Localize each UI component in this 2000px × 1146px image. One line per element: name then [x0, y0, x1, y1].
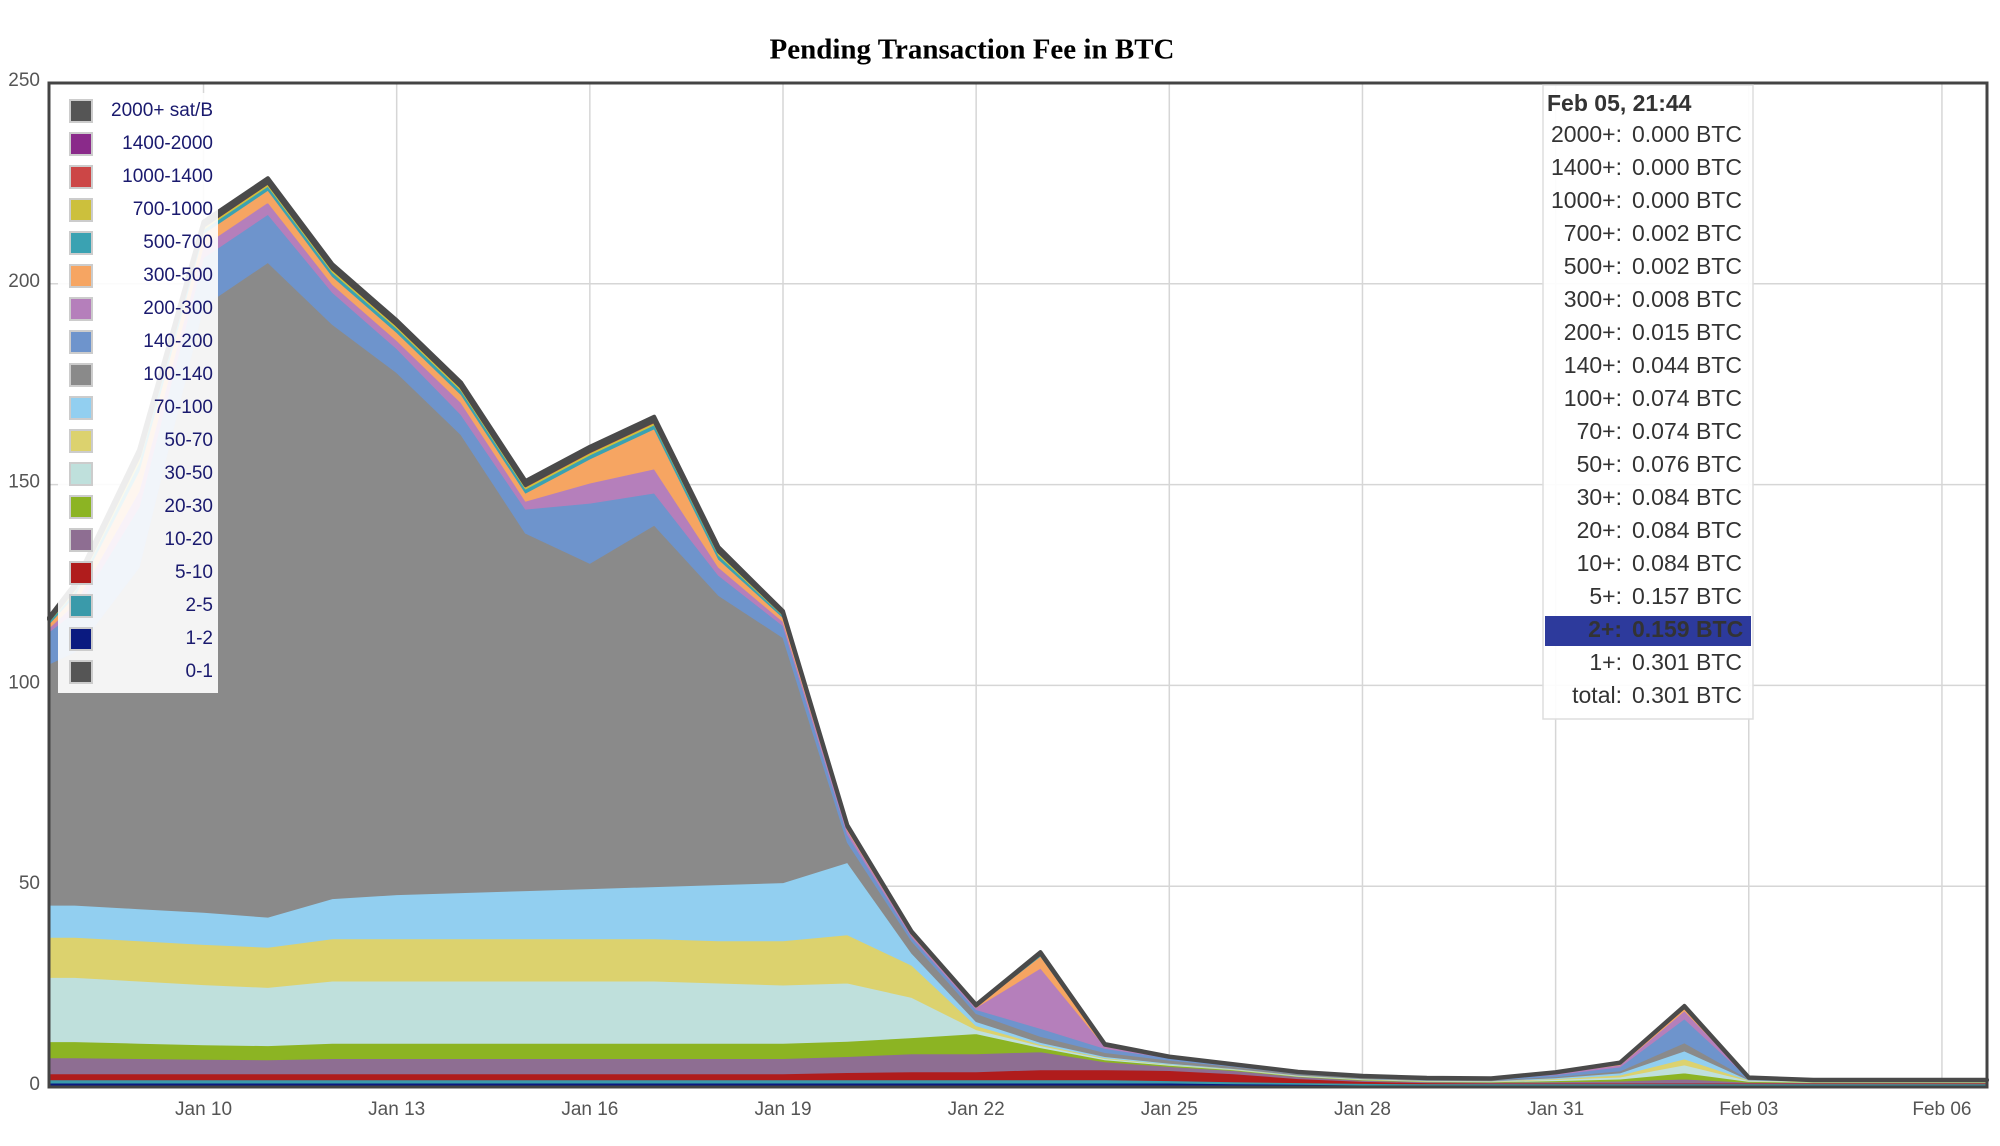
tooltip-label: 2+:	[1588, 616, 1622, 642]
legend-label: 0-1	[186, 661, 213, 682]
legend-swatch	[69, 363, 93, 387]
tooltip-value: 0.008 BTC	[1632, 286, 1742, 312]
tooltip-highlight	[1545, 616, 1751, 646]
y-tick-label: 250	[8, 70, 40, 91]
legend-swatch	[69, 99, 93, 123]
legend-swatch	[69, 495, 93, 519]
tooltip-value: 0.301 BTC	[1632, 682, 1742, 708]
tooltip-label: 10+:	[1577, 550, 1622, 576]
tooltip-value: 0.002 BTC	[1632, 253, 1742, 279]
legend-label: 1400-2000	[122, 133, 213, 154]
tooltip-label: 1+:	[1589, 649, 1622, 675]
legend-swatch	[69, 165, 93, 189]
legend-swatch	[69, 627, 93, 651]
tooltip-value: 0.159 BTC	[1632, 616, 1743, 642]
tooltip-label: 1400+:	[1551, 154, 1622, 180]
legend-label: 20-30	[164, 496, 213, 517]
legend-swatch	[69, 396, 93, 420]
legend-label: 1-2	[186, 628, 213, 649]
legend-label: 200-300	[143, 298, 213, 319]
tooltip-label: 140+:	[1564, 352, 1622, 378]
tooltip-label: 200+:	[1564, 319, 1622, 345]
x-tick-label: Jan 22	[948, 1099, 1005, 1120]
tooltip-value: 0.002 BTC	[1632, 220, 1742, 246]
legend-label: 50-70	[164, 430, 213, 451]
legend-box	[58, 93, 218, 693]
legend-label: 500-700	[143, 232, 213, 253]
tooltip-value: 0.074 BTC	[1632, 385, 1742, 411]
legend-label: 10-20	[164, 529, 213, 550]
areas	[47, 176, 1989, 1088]
tooltip-label: 500+:	[1564, 253, 1622, 279]
tooltip: Feb 05, 21:44 2000+: 0.000 BTC 1400+: 0.000 …	[1542, 84, 1754, 720]
legend-label: 140-200	[143, 331, 213, 352]
tooltip-label: 30+:	[1577, 484, 1622, 510]
legend-swatch	[69, 528, 93, 552]
x-tick-label: Jan 13	[368, 1099, 425, 1120]
legend-label: 100-140	[143, 364, 213, 385]
tooltip-label: 70+:	[1577, 418, 1622, 444]
legend-label: 70-100	[154, 397, 213, 418]
tooltip-value: 0.000 BTC	[1632, 121, 1742, 147]
x-tick-label: Jan 31	[1527, 1099, 1584, 1120]
legend-swatch	[69, 231, 93, 255]
legend-swatch	[69, 198, 93, 222]
y-tick-label: 100	[8, 672, 40, 693]
plot-frame	[47, 81, 1989, 1089]
legend-label: 5-10	[175, 562, 213, 583]
tooltip-value: 0.157 BTC	[1632, 583, 1742, 609]
tooltip-value: 0.000 BTC	[1632, 154, 1742, 180]
tooltip-value: 0.015 BTC	[1632, 319, 1742, 345]
tooltip-title: Feb 05, 21:44	[1547, 90, 1692, 116]
tooltip-label: 300+:	[1564, 286, 1622, 312]
legend-swatch	[69, 594, 93, 618]
tooltip-value: 0.044 BTC	[1632, 352, 1742, 378]
legend-swatch	[69, 660, 93, 684]
tooltip-value: 0.301 BTC	[1632, 649, 1742, 675]
x-tick-label: Jan 28	[1334, 1099, 1391, 1120]
legend: 2000+ sat/B 1400-2000 1000-1400 700-1000 500…	[58, 93, 218, 693]
tooltip-value: 0.084 BTC	[1632, 517, 1742, 543]
tooltip-label: 2000+:	[1551, 121, 1622, 147]
x-tick-label: Jan 10	[175, 1099, 232, 1120]
legend-label: 300-500	[143, 265, 213, 286]
chart-title: Pending Transaction Fee in BTC	[770, 34, 1175, 66]
x-tick-label: Jan 16	[561, 1099, 618, 1120]
x-tick-label: Feb 03	[1719, 1099, 1778, 1120]
tooltip-value: 0.074 BTC	[1632, 418, 1742, 444]
tooltip-value: 0.076 BTC	[1632, 451, 1742, 477]
legend-swatch	[69, 561, 93, 585]
legend-label: 2-5	[186, 595, 213, 616]
x-tick-label: Jan 25	[1141, 1099, 1198, 1120]
tooltip-label: total:	[1572, 682, 1622, 708]
legend-swatch	[69, 264, 93, 288]
legend-label: 1000-1400	[122, 166, 213, 187]
tooltip-label: 5+:	[1589, 583, 1622, 609]
tooltip-label: 100+:	[1564, 385, 1622, 411]
legend-swatch	[69, 429, 93, 453]
tooltip-value: 0.000 BTC	[1632, 187, 1742, 213]
y-tick-label: 0	[29, 1074, 40, 1095]
legend-label: 2000+ sat/B	[111, 100, 213, 121]
legend-label: 30-50	[164, 463, 213, 484]
tooltip-box	[1542, 84, 1754, 720]
tooltip-label: 20+:	[1577, 517, 1622, 543]
tooltip-label: 700+:	[1564, 220, 1622, 246]
tooltip-value: 0.084 BTC	[1632, 550, 1742, 576]
legend-swatch	[69, 462, 93, 486]
y-tick-label: 200	[8, 271, 40, 292]
legend-label: 700-1000	[133, 199, 213, 220]
legend-swatch	[69, 132, 93, 156]
y-tick-label: 50	[19, 873, 40, 894]
x-tick-label: Jan 19	[754, 1099, 811, 1120]
legend-swatch	[69, 297, 93, 321]
tooltip-value: 0.084 BTC	[1632, 484, 1742, 510]
legend-swatch	[69, 330, 93, 354]
tooltip-label: 50+:	[1577, 451, 1622, 477]
tooltip-label: 1000+:	[1551, 187, 1622, 213]
y-tick-label: 150	[8, 472, 40, 493]
x-tick-label: Feb 06	[1912, 1099, 1971, 1120]
